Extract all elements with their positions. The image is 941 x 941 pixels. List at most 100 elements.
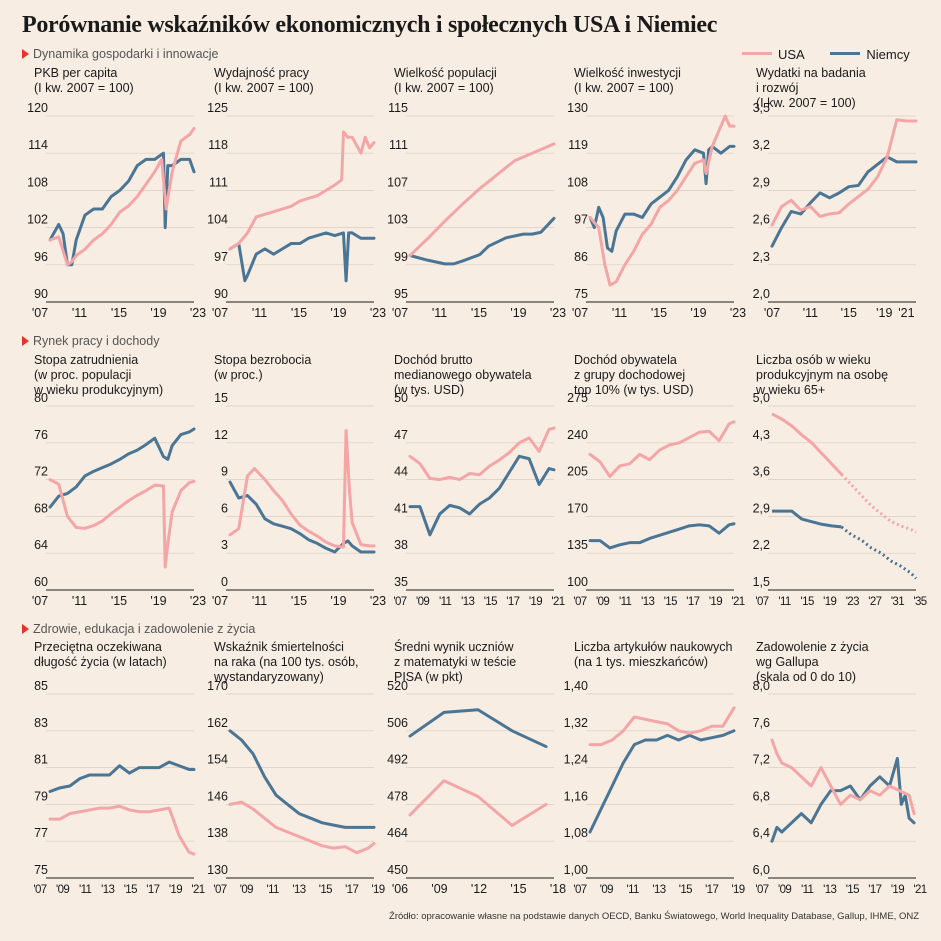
x-tick-label: '09	[431, 882, 447, 896]
x-tick-label: '19	[529, 596, 542, 608]
y-tick-label: 6	[221, 501, 228, 515]
y-tick-label: 506	[387, 716, 408, 730]
y-tick-label: 41	[394, 501, 408, 515]
x-tick-label: '09	[56, 884, 69, 896]
x-tick-label: '19	[169, 884, 182, 896]
x-tick-label: '15	[124, 884, 137, 896]
chart-title: Przeciętna oczekiwana długość życia (w l…	[34, 640, 167, 669]
series-line-usa	[770, 118, 918, 227]
y-tick-label: 4,3	[753, 428, 770, 442]
legend: USA Niemcy	[742, 47, 932, 62]
y-tick-label: 120	[27, 101, 48, 115]
chart-panel: Dochód obywatela z grupy dochodowej top …	[558, 353, 745, 613]
series-line-germany	[48, 427, 196, 509]
x-tick-label: '17	[686, 596, 699, 608]
series-projection-usa	[840, 473, 917, 534]
series-line-usa	[228, 429, 376, 549]
chart-panel: Liczba artykułów naukowych (na 1 tys. mi…	[558, 640, 746, 900]
x-tick-label: '21	[913, 884, 926, 896]
chart-panel: Dochód brutto medianowego obywatela (w t…	[378, 353, 565, 613]
chart-svg: 115 111 107 103 99 95 '07 '11 '15 '19 '23	[387, 101, 566, 320]
x-tick-label: '19	[709, 596, 722, 608]
x-tick-label: '15	[111, 594, 127, 608]
chart-title: Liczba artykułów naukowych (na 1 tys. mi…	[574, 640, 733, 669]
y-tick-label: 2,3	[753, 250, 770, 264]
y-tick-label: 90	[214, 287, 228, 301]
chart-panel: Przeciętna oczekiwana długość życia (w l…	[18, 640, 205, 900]
chart-title: Zadowolenie z życia wg Gallupa (skala od…	[756, 640, 869, 684]
y-tick-label: 44	[394, 465, 408, 479]
y-tick-label: 170	[207, 679, 228, 693]
chart-svg: 520 506 492 478 464 450 '06 '09 '12 '15 '18	[387, 679, 566, 896]
y-tick-label: 2,2	[753, 538, 770, 552]
y-tick-label: 3,2	[753, 138, 770, 152]
y-tick-label: 50	[394, 391, 408, 405]
chart-panel: Stopa zatrudnienia (w proc. populacji w …	[18, 353, 206, 613]
x-tick-label: '21	[191, 884, 204, 896]
y-tick-label: 107	[387, 175, 408, 189]
x-tick-label: '13	[823, 884, 836, 896]
x-tick-label: '13	[101, 884, 114, 896]
series-line-germany	[228, 480, 376, 554]
x-tick-label: '15	[319, 884, 332, 896]
x-tick-label: '17	[146, 884, 159, 896]
chart-svg: 50 47 44 41 38 35 '07 '09 '11 '13 '15 '17 '19 '21	[393, 391, 565, 608]
y-tick-label: 0	[221, 575, 228, 589]
series-line-germany	[408, 454, 556, 537]
chart-title: Stopa zatrudnienia (w proc. populacji w …	[34, 353, 164, 397]
series-line-usa	[588, 114, 736, 287]
legend-swatch-usa	[742, 52, 772, 55]
y-tick-label: 154	[207, 753, 228, 767]
y-tick-label: 170	[567, 501, 588, 515]
y-tick-label: 1,24	[564, 753, 588, 767]
section-label-economy: Dynamika gospodarki i innowacje	[22, 47, 219, 61]
y-tick-label: 125	[207, 101, 228, 115]
y-tick-label: 111	[209, 175, 228, 189]
y-tick-label: 1,08	[564, 826, 588, 840]
y-tick-label: 450	[387, 863, 408, 877]
x-tick-label: '23	[550, 306, 566, 320]
y-tick-label: 7,2	[753, 753, 770, 767]
y-tick-label: 119	[568, 138, 588, 152]
series-line-usa	[48, 804, 196, 856]
y-tick-label: 1,16	[564, 789, 588, 803]
x-tick-label: '21	[551, 596, 564, 608]
x-tick-label: '07	[33, 884, 46, 896]
x-tick-label: '07	[755, 884, 768, 896]
x-tick-label: '27	[868, 596, 881, 608]
y-tick-label: 72	[34, 465, 48, 479]
x-tick-label: '19	[731, 884, 744, 896]
x-tick-label: '15	[291, 306, 307, 320]
chart-svg: 125 118 111 104 97 90 '07 '11 '15 '19 '23	[207, 101, 386, 320]
x-tick-label: '09	[240, 884, 253, 896]
y-tick-label: 76	[34, 428, 48, 442]
chart-panel: Wielkość populacji (I kw. 2007 = 100) 115…	[378, 66, 566, 326]
y-tick-label: 85	[34, 679, 48, 693]
chart-title: Wielkość inwestycji (I kw. 2007 = 100)	[574, 66, 681, 95]
x-tick-label: '11	[252, 306, 267, 320]
y-tick-label: 2,9	[753, 175, 770, 189]
section-label-labor: Rynek pracy i dochody	[22, 334, 159, 348]
y-tick-label: 81	[34, 753, 48, 767]
series-line-germany	[588, 729, 736, 834]
x-tick-label: '06	[392, 882, 408, 896]
chart-panel: Liczba osób w wieku produkcyjnym na osob…	[740, 353, 928, 613]
y-tick-label: 464	[387, 826, 408, 840]
y-tick-label: 108	[27, 175, 48, 189]
y-tick-label: 118	[208, 138, 228, 152]
x-tick-label: '19	[876, 306, 892, 320]
y-tick-label: 1,40	[564, 679, 588, 693]
y-tick-label: 138	[207, 826, 228, 840]
chart-panel: Wydajność pracy (I kw. 2007 = 100) 125 118…	[198, 66, 386, 326]
page-title: Porównanie wskaźników ekonomicznych i sp…	[22, 12, 718, 38]
y-tick-label: 478	[387, 789, 408, 803]
x-tick-label: '07	[572, 306, 588, 320]
y-tick-label: 6,8	[753, 789, 770, 803]
x-tick-label: '19	[150, 306, 166, 320]
y-tick-label: 12	[214, 428, 228, 442]
y-tick-label: 99	[394, 250, 408, 264]
chart-svg: 120 114 108 102 96 90 '07 '11 '15 '19 '23	[27, 101, 206, 320]
x-tick-label: '07	[212, 306, 228, 320]
y-tick-label: 95	[394, 287, 408, 301]
chart-title: PKB per capita (I kw. 2007 = 100)	[34, 66, 134, 95]
